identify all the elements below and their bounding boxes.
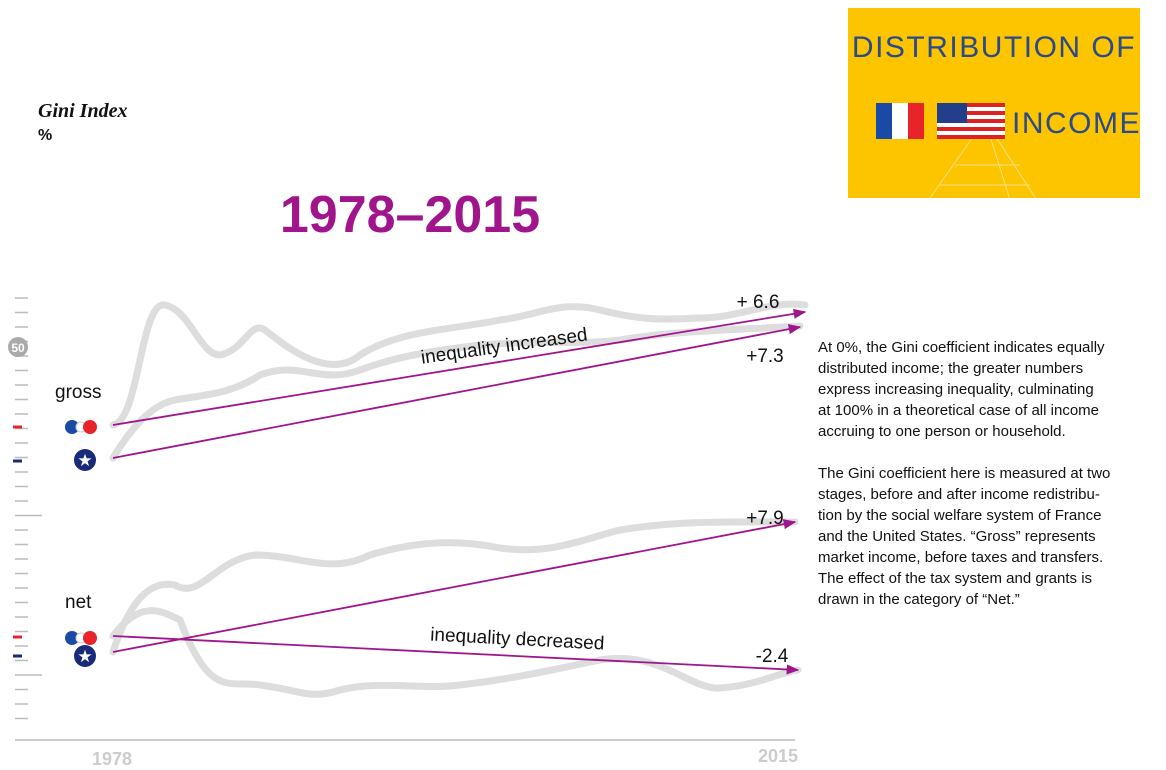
usa-icon: ★: [74, 645, 96, 667]
flag-usa: [937, 103, 1005, 139]
annotation: inequality decreased: [430, 624, 605, 654]
note-line: express increasing inequality, culminati…: [818, 381, 1094, 398]
note-line: distributed income; the greater numbers: [818, 360, 1083, 377]
tick-badge: [8, 337, 28, 357]
svg-text:★: ★: [77, 451, 92, 470]
note-line: accruing to one person or household.: [818, 423, 1066, 440]
france-icon: [65, 420, 97, 434]
group-label: gross: [55, 382, 101, 403]
pyramid: [924, 119, 1041, 206]
group-label: net: [65, 592, 92, 613]
change-arrows: [112, 308, 807, 675]
usa-icon: ★: [74, 449, 96, 471]
x-start-label: 1978: [92, 749, 132, 769]
note-line: The effect of the tax system and grants …: [818, 570, 1092, 587]
trend-lines: [109, 300, 809, 698]
note-line: tion by the social welfare system of Fra…: [818, 507, 1101, 524]
badge-title: DISTRIBUTION OF: [852, 31, 1136, 64]
note-line: At 0%, the Gini coefficient indicates eq…: [818, 339, 1105, 356]
axis-title: Gini Index: [38, 100, 127, 122]
period-title: 1978–2015: [280, 186, 540, 244]
note-line: at 100% in a theoretical case of all inc…: [818, 402, 1099, 419]
badge-title: INCOME: [1012, 107, 1141, 140]
notes: At 0%, the Gini coefficient indicates eq…: [818, 339, 1110, 608]
note-line: and the United States. “Gross” represent…: [818, 528, 1096, 545]
axis-unit: %: [38, 127, 52, 144]
change-label: + 6.6: [737, 292, 780, 313]
tick-label: 50: [11, 341, 25, 355]
x-end-label: 2015: [758, 746, 798, 766]
note-line: stages, before and after income redistri…: [818, 486, 1100, 503]
france-icon: [65, 631, 97, 645]
note-line: market income, before taxes and transfer…: [818, 549, 1103, 566]
change-label: +7.3: [746, 346, 784, 367]
change-label: -2.4: [756, 646, 789, 667]
note-line: drawn in the category of “Net.”: [818, 591, 1020, 608]
note-line: The Gini coefficient here is measured at…: [818, 465, 1110, 482]
flag-france: [876, 103, 924, 139]
svg-text:★: ★: [77, 647, 92, 666]
change-label: +7.9: [746, 508, 784, 529]
